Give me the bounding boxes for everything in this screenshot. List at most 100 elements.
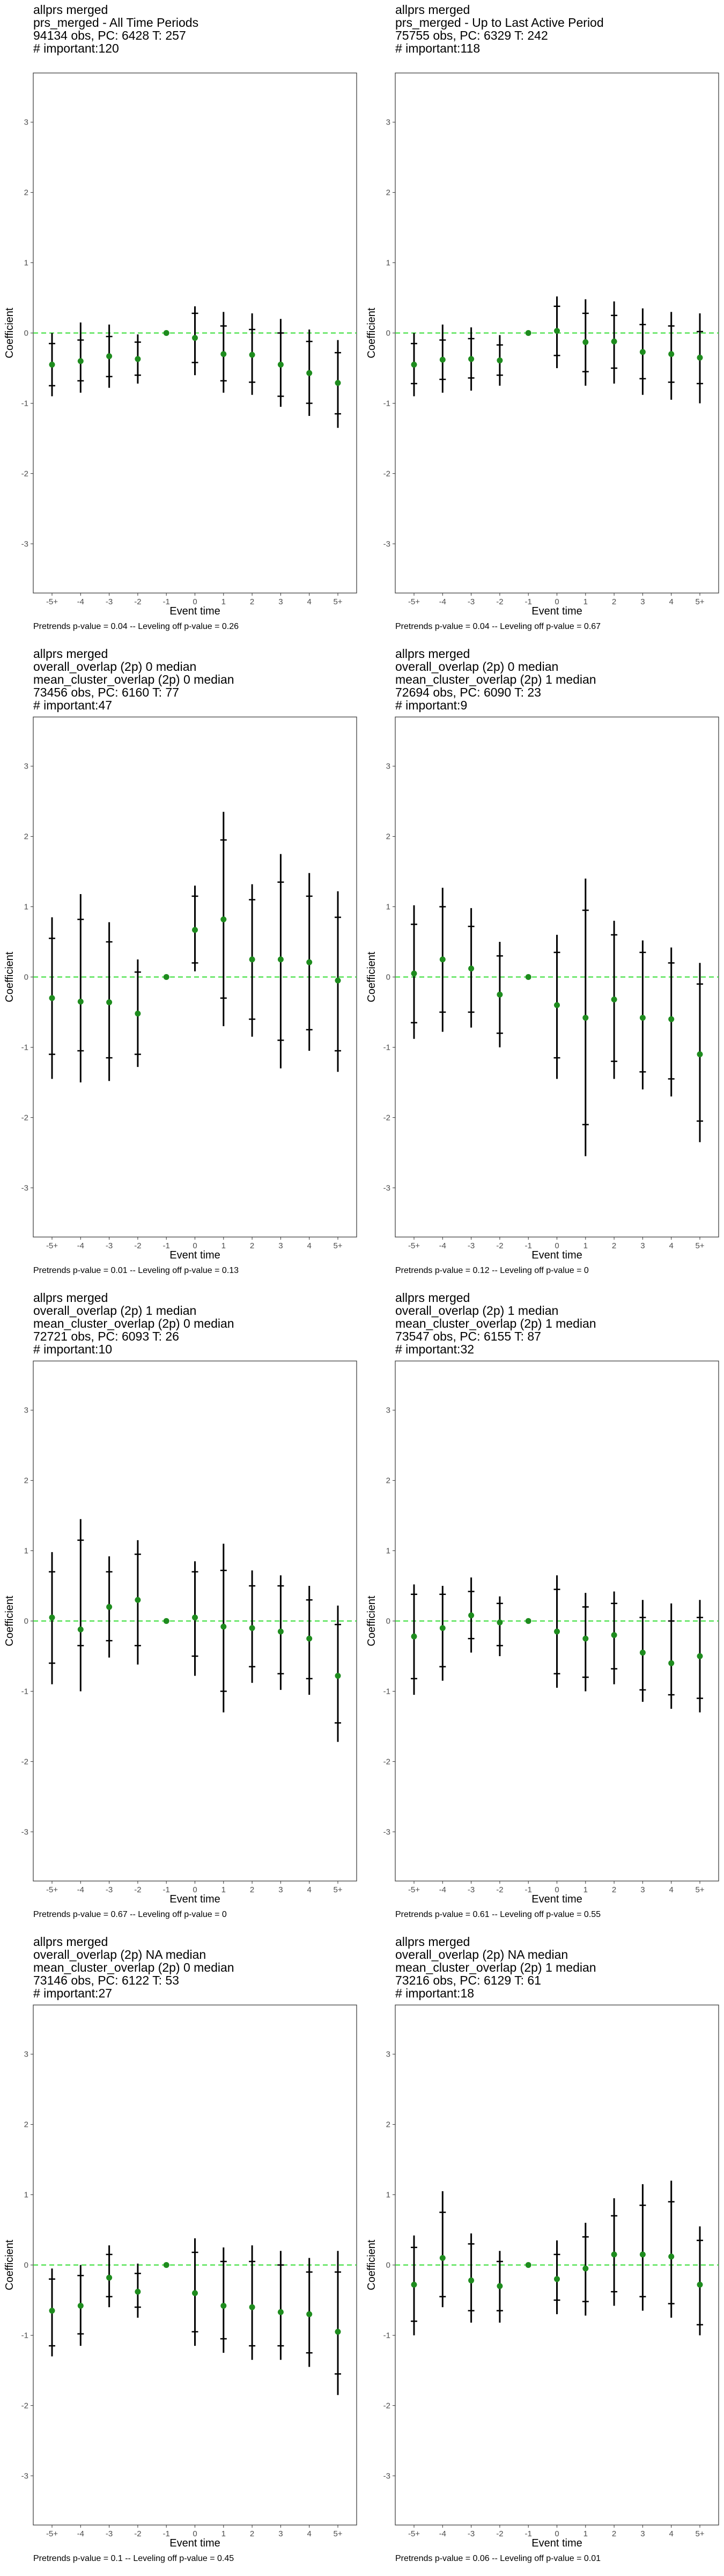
y-tick-label: 1 <box>386 1547 390 1556</box>
chart-title-line: mean_cluster_overlap (2p) 1 median <box>395 672 596 686</box>
y-tick-label: -2 <box>21 2401 28 2410</box>
x-tick-label: -3 <box>468 2529 475 2538</box>
x-tick-label: -4 <box>439 2529 446 2538</box>
x-tick-label: -5+ <box>46 597 58 606</box>
y-tick-label: 3 <box>24 1406 28 1415</box>
coefficient-point <box>411 2281 417 2288</box>
coefficient-point <box>468 356 475 362</box>
x-tick-label: 5+ <box>333 2529 342 2538</box>
y-tick-label: 0 <box>24 329 28 338</box>
x-tick-label: 1 <box>583 597 588 606</box>
chart-title-line: mean_cluster_overlap (2p) 1 median <box>395 1316 596 1330</box>
chart-title-line: 73456 obs, PC: 6160 T: 77 <box>33 685 179 699</box>
coefficient-point <box>106 999 113 1006</box>
y-tick-label: -1 <box>383 1687 390 1696</box>
coefficient-point <box>249 1625 255 1631</box>
y-tick-label: -3 <box>21 2471 28 2480</box>
event-study-plot: -3 -2 -1 0 1 2 3 -5+ -4 -3 -2 -1 0 1 2 3 4 5+ Event time Co… <box>366 72 719 617</box>
x-tick-label: -5+ <box>408 2529 420 2538</box>
coefficient-point <box>697 1051 703 1058</box>
coefficient-point <box>306 959 313 965</box>
chart-title-line: 73216 obs, PC: 6129 T: 61 <box>395 1973 541 1987</box>
x-tick-label: -4 <box>439 1241 446 1250</box>
x-tick-label: -1 <box>525 2529 532 2538</box>
coefficient-point <box>306 1635 313 1642</box>
coefficient-point <box>249 352 255 358</box>
coefficient-point <box>277 2309 284 2315</box>
chart-panel: allprs merged prs_merged - Up to Last Act… <box>362 0 724 644</box>
x-tick-label: 5+ <box>333 1885 342 1894</box>
x-axis-title: Event time <box>169 605 220 617</box>
y-tick-label: 1 <box>386 903 390 912</box>
coefficient-point <box>468 965 475 972</box>
y-tick-label: 0 <box>386 329 390 338</box>
p-value-footer: Pretrends p-value = 0.01 -- Leveling off… <box>33 1266 239 1275</box>
coefficient-point <box>77 358 84 364</box>
coefficient-point <box>77 1626 84 1633</box>
x-tick-label: -1 <box>163 2529 170 2538</box>
y-tick-label: 2 <box>24 188 28 197</box>
y-tick-label: -3 <box>21 1827 28 1836</box>
y-tick-label: 1 <box>24 1547 28 1556</box>
x-tick-label: 3 <box>640 597 645 606</box>
chart-title-line: # important:120 <box>33 41 119 55</box>
x-tick-label: -5+ <box>46 1241 58 1250</box>
chart-title-line: allprs merged <box>33 1935 108 1949</box>
y-tick-label: 3 <box>24 2050 28 2059</box>
x-tick-label: 1 <box>221 597 226 606</box>
chart-title-line: 72721 obs, PC: 6093 T: 26 <box>33 1329 179 1343</box>
x-tick-label: 2 <box>612 1241 616 1250</box>
coefficient-point <box>582 1635 589 1642</box>
p-value-footer: Pretrends p-value = 0.06 -- Leveling off… <box>395 2554 601 2563</box>
chart-title: allprs merged overall_overlap (2p) NA med… <box>395 1935 596 2000</box>
y-tick-label: 3 <box>386 1406 390 1415</box>
x-tick-label: 0 <box>193 1885 197 1894</box>
x-tick-label: -1 <box>525 597 532 606</box>
y-tick-label: -1 <box>383 2331 390 2340</box>
coefficient-point <box>697 2281 703 2288</box>
coefficient-point <box>554 1628 560 1635</box>
chart-title-line: allprs merged <box>395 1935 470 1949</box>
coefficient-point <box>277 1628 284 1635</box>
coefficient-point <box>497 2283 503 2289</box>
x-tick-label: -5+ <box>408 1241 420 1250</box>
coefficient-point <box>49 361 55 368</box>
coefficient-point <box>611 2251 617 2258</box>
x-axis-title: Event time <box>531 605 582 617</box>
chart-title-line: 73146 obs, PC: 6122 T: 53 <box>33 1973 179 1987</box>
chart-title-line: # important:9 <box>395 698 468 712</box>
y-tick-label: 1 <box>24 259 28 268</box>
x-axis-title: Event time <box>531 1249 582 1261</box>
chart-title-line: # important:10 <box>33 1342 113 1356</box>
chart-title: allprs merged overall_overlap (2p) 1 medi… <box>395 1291 596 1356</box>
y-tick-label: 2 <box>386 832 390 841</box>
y-tick-label: -1 <box>383 399 390 408</box>
y-tick-label: 1 <box>24 903 28 912</box>
x-tick-label: 4 <box>307 1241 312 1250</box>
x-tick-label: 4 <box>307 2529 312 2538</box>
coefficient-point <box>668 1660 675 1666</box>
x-axis-title: Event time <box>169 2537 220 2549</box>
x-tick-label: -4 <box>439 1885 446 1894</box>
x-axis-title: Event time <box>169 1249 220 1261</box>
coefficient-point <box>135 1597 141 1603</box>
y-tick-label: 3 <box>24 762 28 771</box>
coefficient-point <box>135 2288 141 2295</box>
chart-title-line: prs_merged - Up to Last Active Period <box>395 16 604 30</box>
coefficient-point <box>525 330 531 336</box>
y-tick-label: 0 <box>24 1617 28 1626</box>
x-tick-label: -3 <box>106 1885 113 1894</box>
x-tick-label: 0 <box>555 2529 559 2538</box>
coefficient-point <box>497 1619 503 1626</box>
x-tick-label: -1 <box>163 1241 170 1250</box>
y-tick-label: -1 <box>21 1687 28 1696</box>
y-tick-label: -3 <box>21 1183 28 1192</box>
y-tick-label: 2 <box>24 832 28 841</box>
x-tick-label: -3 <box>106 597 113 606</box>
coefficient-point <box>192 2290 198 2296</box>
chart-title-line: overall_overlap (2p) 0 median <box>395 660 559 674</box>
coefficient-point <box>668 351 675 357</box>
y-tick-label: 2 <box>386 1476 390 1485</box>
y-tick-label: 1 <box>386 259 390 268</box>
y-axis-title: Coefficient <box>366 952 378 1002</box>
